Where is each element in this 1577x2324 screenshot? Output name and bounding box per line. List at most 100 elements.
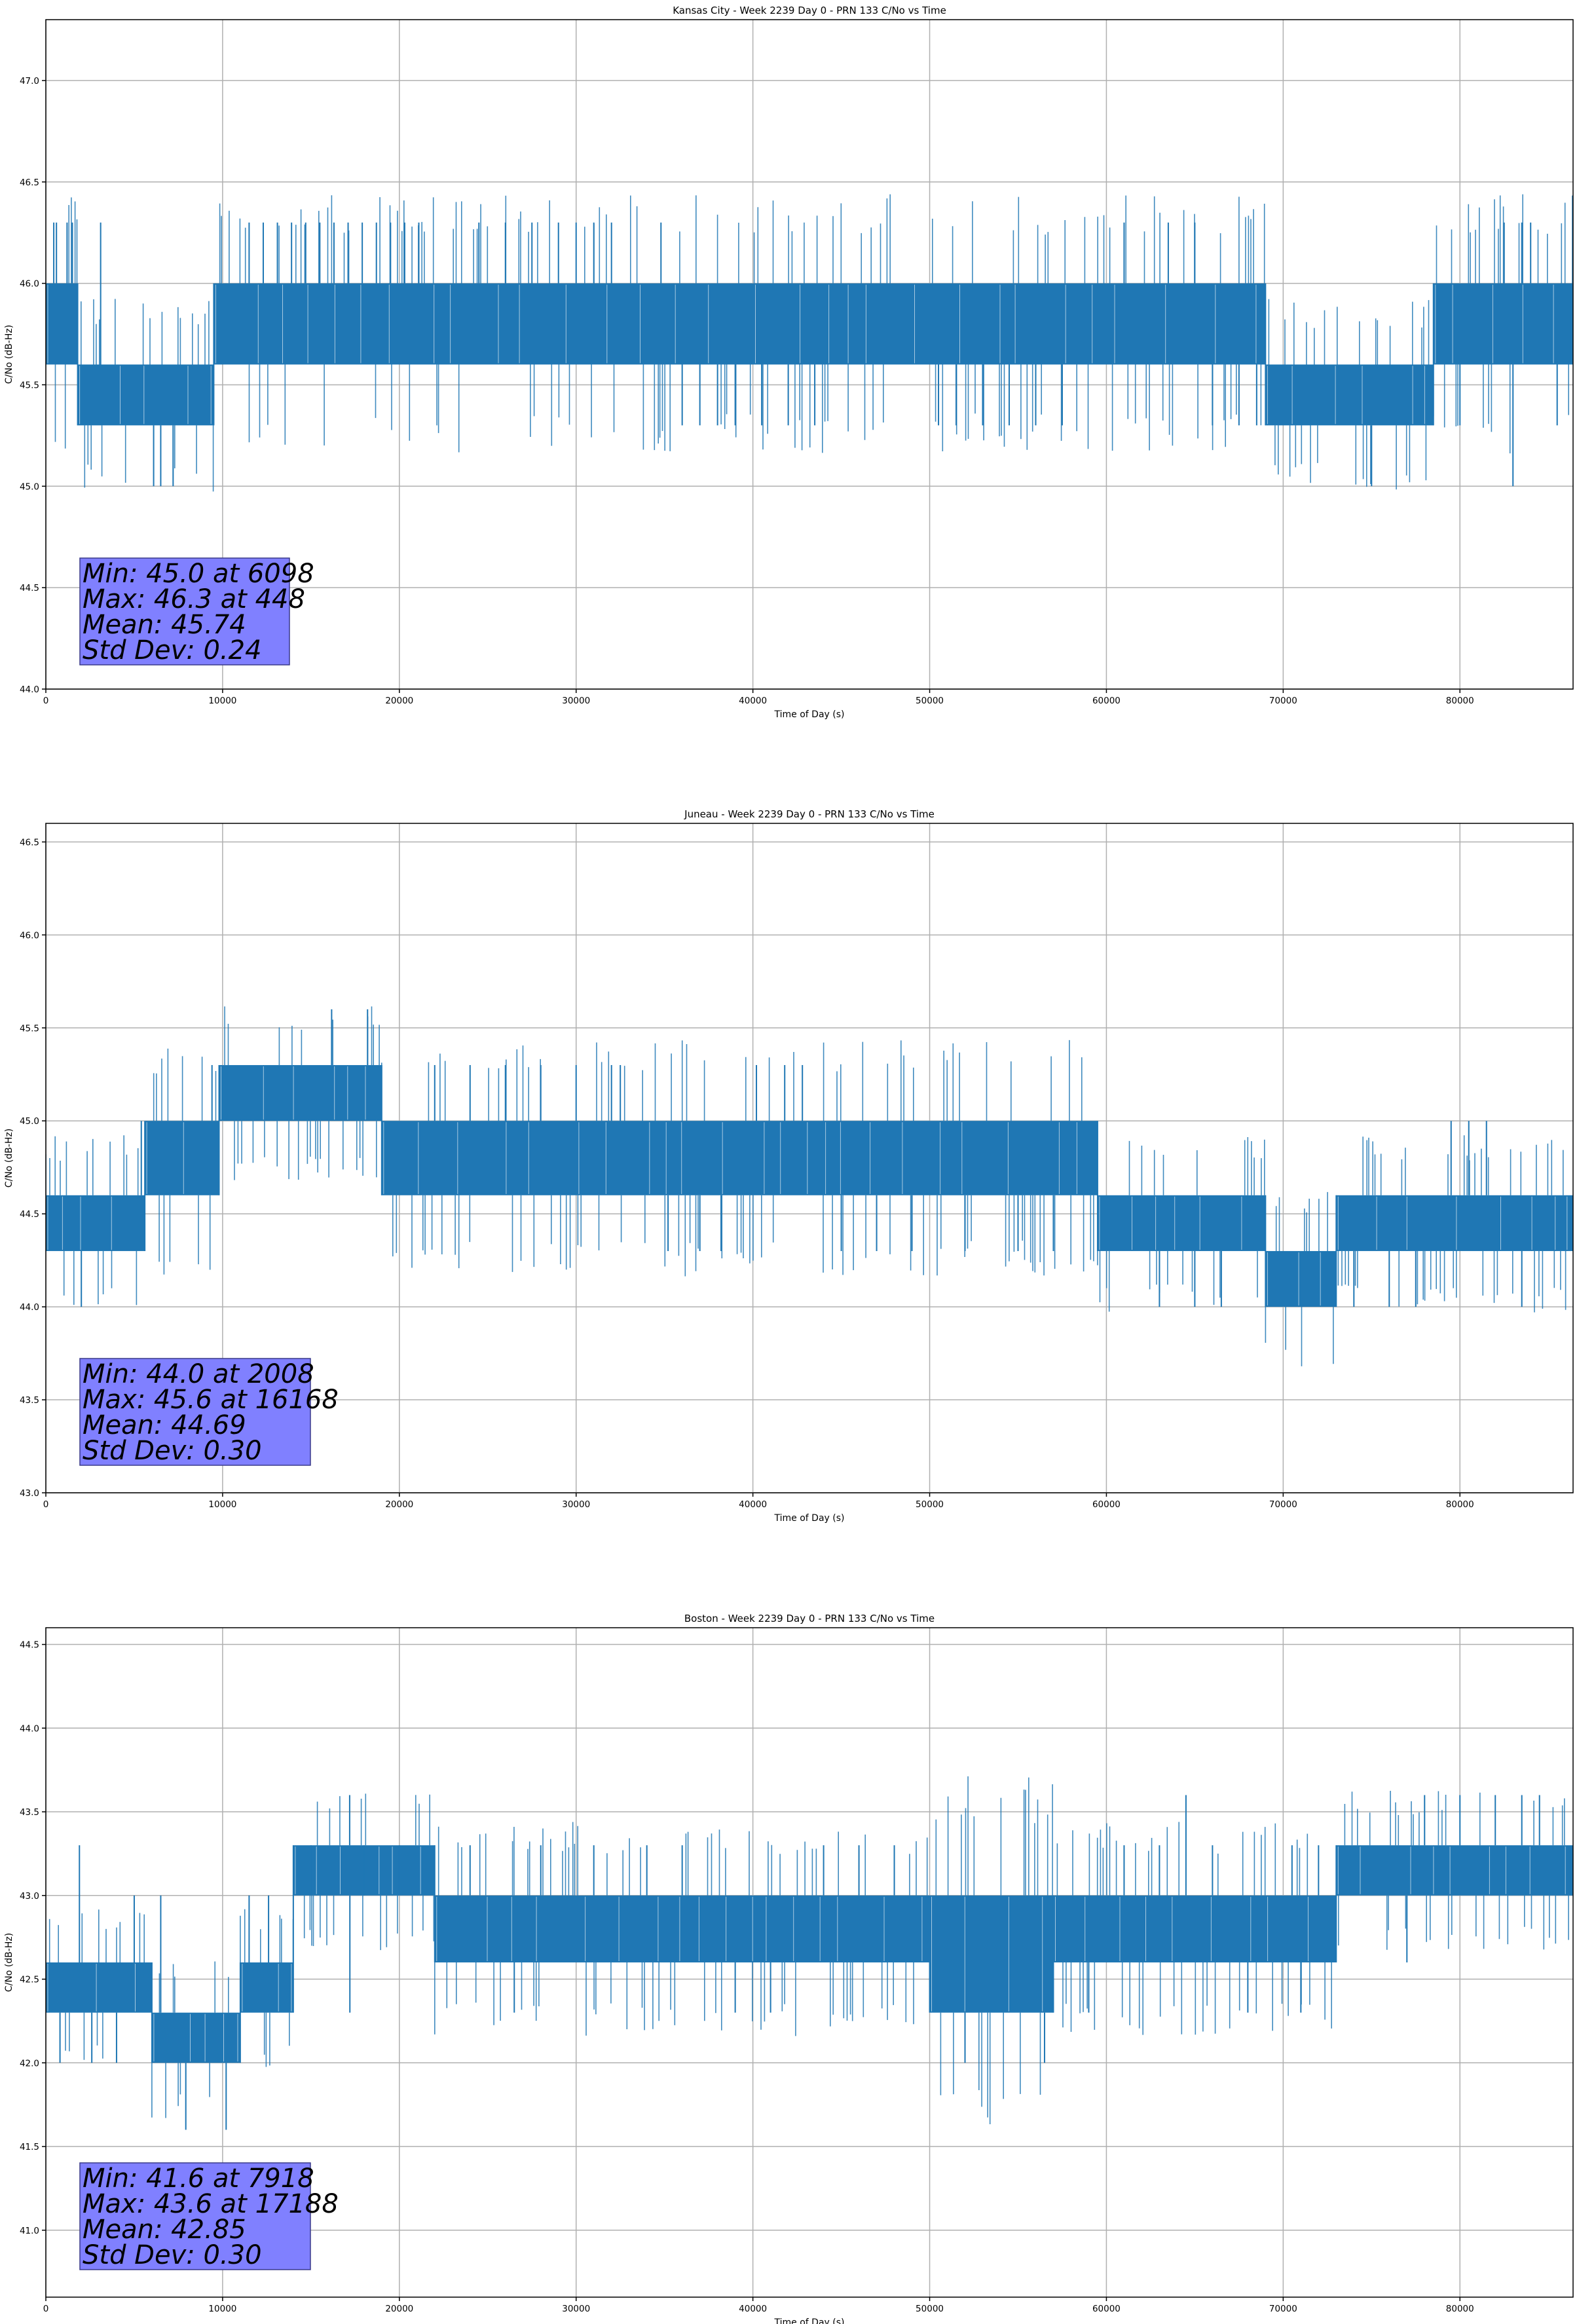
plot-frame	[45, 19, 1574, 690]
stats-box	[79, 2162, 311, 2270]
data-gaps	[1055, 1896, 1308, 1961]
data-band	[1336, 1195, 1573, 1251]
x-tick-label: 70000	[1269, 1499, 1297, 1510]
x-tick-label: 70000	[1269, 696, 1297, 706]
x-tick-label: 80000	[1446, 696, 1474, 706]
data-transitions	[54, 197, 78, 449]
x-tick-label: 80000	[1446, 2304, 1474, 2314]
data-transitions	[823, 1040, 1098, 1276]
data-transitions	[1099, 1136, 1265, 1312]
x-tick-label: 30000	[562, 696, 590, 706]
data-gaps	[1267, 1252, 1321, 1306]
y-axis-label: C/No (dB-Hz)	[4, 1933, 14, 1992]
data-band	[77, 364, 214, 426]
y-tick-label: 42.5	[20, 1975, 39, 1985]
data-transitions	[240, 1909, 294, 2067]
y-axis-label: C/No (dB-Hz)	[4, 325, 14, 384]
data-transitions	[219, 195, 671, 453]
x-tick-label: 60000	[1092, 696, 1121, 706]
stats-line: Std Dev: 0.30	[83, 1436, 262, 1466]
data-gaps	[1099, 1196, 1242, 1250]
data-transitions	[935, 1776, 1053, 2125]
stats-box	[79, 557, 290, 665]
data-gaps	[221, 1066, 366, 1120]
y-tick-label: 45.5	[20, 380, 39, 390]
y-tick-label: 46.0	[20, 930, 39, 941]
y-tick-label: 44.0	[20, 1723, 39, 1734]
chart-panel: Boston - Week 2239 Day 0 - PRN 133 C/No …	[4, 1613, 1574, 2324]
plot-frame	[45, 823, 1574, 1493]
x-tick-label: 60000	[1092, 2304, 1121, 2314]
data-gaps	[79, 365, 212, 424]
y-tick-label: 41.5	[20, 2142, 39, 2152]
data-transitions	[1056, 1822, 1332, 2035]
y-tick-label: 44.5	[20, 583, 39, 593]
data-transitions	[48, 1909, 145, 2060]
y-tick-label: 43.0	[20, 1891, 39, 1902]
x-tick-label: 40000	[739, 2304, 767, 2314]
data-band	[673, 283, 1266, 365]
data-band	[213, 283, 674, 365]
stats-line: Std Dev: 0.24	[83, 635, 262, 665]
y-tick-label: 43.5	[20, 1807, 39, 1818]
x-tick-label: 10000	[208, 696, 236, 706]
data-gaps	[1435, 284, 1554, 364]
data-gaps	[215, 284, 640, 364]
y-tick-label: 41.0	[20, 2226, 39, 2236]
y-axis-label: C/No (dB-Hz)	[4, 1129, 14, 1188]
x-tick-label: 0	[43, 696, 49, 706]
data-transitions	[1265, 1191, 1334, 1366]
y-tick-label: 44.0	[20, 684, 39, 695]
data-series	[46, 194, 1573, 492]
stats-line: Max: 45.6 at 16168	[83, 1385, 339, 1415]
x-tick-label: 70000	[1269, 2304, 1297, 2314]
y-tick-label: 45.0	[20, 481, 39, 492]
y-tick-label: 45.0	[20, 1116, 39, 1127]
data-band	[1336, 1845, 1573, 1896]
data-gaps	[47, 1196, 112, 1250]
data-gaps	[47, 1964, 136, 2012]
y-tick-label: 42.0	[20, 2058, 39, 2069]
x-tick-label: 10000	[208, 1499, 236, 1510]
data-gaps	[1267, 365, 1425, 424]
stats-line: Max: 46.3 at 448	[83, 584, 305, 614]
y-tick-label: 44.5	[20, 1209, 39, 1220]
stats-line: Mean: 45.74	[83, 610, 246, 640]
data-gaps	[153, 2014, 238, 2062]
x-axis-label: Time of Day (s)	[774, 709, 845, 720]
data-band	[1433, 283, 1573, 365]
y-tick-label: 47.0	[20, 76, 39, 86]
data-transitions	[1337, 1135, 1567, 1313]
data-band	[823, 1121, 1098, 1195]
data-transitions	[224, 1006, 380, 1180]
stats-line: Mean: 42.85	[83, 2215, 246, 2245]
data-transitions	[151, 1961, 229, 2118]
x-tick-label: 80000	[1446, 1499, 1474, 1510]
stats-line: Min: 41.6 at 7918	[83, 2164, 314, 2194]
chart-title: Juneau - Week 2239 Day 0 - PRN 133 C/No …	[684, 808, 935, 820]
stats-line: Max: 43.6 at 17188	[83, 2189, 339, 2219]
data-transitions	[46, 1135, 139, 1305]
data-transitions	[81, 299, 214, 492]
data-band	[1265, 1250, 1337, 1307]
data-band	[240, 1962, 293, 2013]
data-gaps	[436, 1896, 923, 1961]
x-tick-label: 30000	[562, 2304, 590, 2314]
data-transitions	[434, 1822, 928, 2036]
chart-panel: Juneau - Week 2239 Day 0 - PRN 133 C/No …	[4, 808, 1574, 1524]
y-tick-label: 46.5	[20, 178, 39, 188]
y-tick-label: 46.0	[20, 279, 39, 290]
stats-line: Std Dev: 0.30	[83, 2240, 262, 2270]
x-tick-label: 50000	[916, 696, 944, 706]
data-gaps	[675, 284, 1257, 364]
data-series	[46, 1006, 1573, 1366]
data-band	[46, 283, 78, 365]
data-band	[145, 1121, 219, 1195]
data-gaps	[295, 1846, 421, 1894]
data-band	[1097, 1195, 1266, 1251]
x-tick-label: 40000	[739, 696, 767, 706]
x-tick-label: 30000	[562, 1499, 590, 1510]
stats-line: Min: 44.0 at 2008	[83, 1359, 314, 1389]
data-gaps	[1337, 1196, 1568, 1250]
